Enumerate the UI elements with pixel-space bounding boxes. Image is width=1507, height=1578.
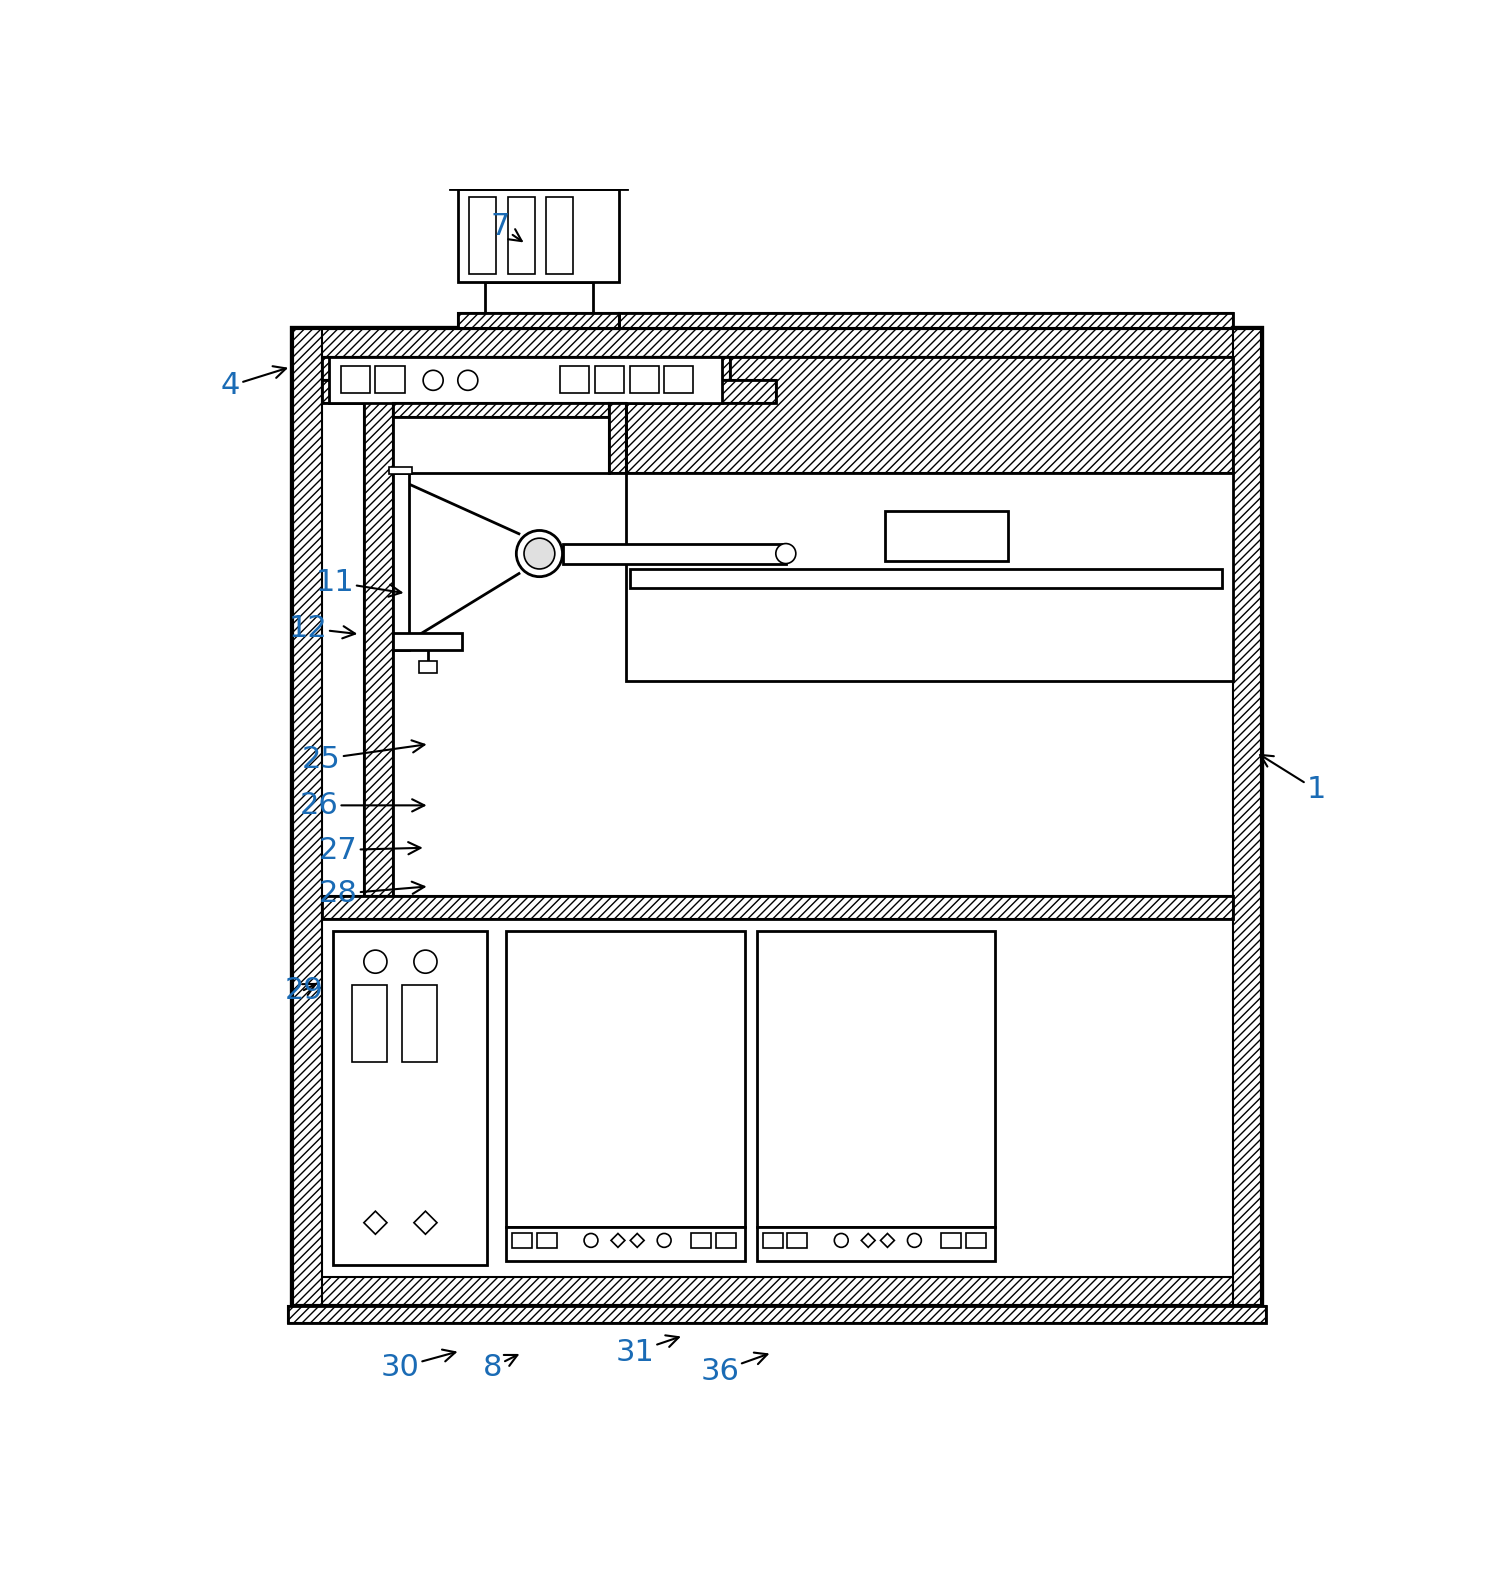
Bar: [288, 1307, 1266, 1322]
Circle shape: [414, 950, 437, 974]
Text: 27: 27: [319, 835, 420, 865]
Bar: [630, 570, 1222, 589]
Bar: [536, 1232, 558, 1248]
Bar: [506, 931, 744, 1226]
Circle shape: [657, 1234, 671, 1247]
Circle shape: [517, 530, 562, 576]
Circle shape: [585, 1234, 598, 1247]
Bar: [942, 1232, 961, 1248]
Bar: [763, 1232, 782, 1248]
Text: 1: 1: [1260, 754, 1326, 805]
Circle shape: [524, 538, 555, 570]
Bar: [393, 633, 463, 650]
Bar: [547, 197, 573, 275]
Bar: [353, 985, 387, 1062]
Bar: [292, 328, 1263, 357]
Bar: [329, 357, 722, 404]
Bar: [389, 467, 413, 475]
Bar: [625, 473, 1233, 680]
Bar: [716, 1232, 735, 1248]
Bar: [333, 931, 487, 1266]
Bar: [506, 1226, 744, 1261]
Bar: [885, 511, 1008, 562]
Bar: [393, 473, 408, 650]
Bar: [321, 380, 776, 404]
Bar: [966, 1232, 986, 1248]
Text: 11: 11: [315, 568, 401, 596]
Bar: [757, 931, 995, 1226]
Text: 29: 29: [285, 975, 322, 1005]
Bar: [321, 380, 776, 404]
Bar: [292, 328, 1263, 1307]
Bar: [321, 357, 729, 380]
Bar: [469, 197, 496, 275]
Bar: [619, 312, 1233, 328]
Text: 36: 36: [701, 1352, 767, 1385]
Circle shape: [363, 950, 387, 974]
Bar: [665, 366, 693, 393]
Bar: [288, 1307, 1266, 1322]
Text: 4: 4: [222, 366, 286, 401]
Bar: [1233, 328, 1263, 1307]
Bar: [451, 178, 627, 189]
Bar: [458, 312, 619, 328]
Bar: [321, 896, 1233, 920]
Bar: [508, 197, 535, 275]
Text: 30: 30: [381, 1349, 455, 1382]
Bar: [485, 282, 592, 312]
Bar: [512, 1232, 532, 1248]
Bar: [625, 357, 1233, 473]
Bar: [292, 328, 1263, 1307]
Bar: [363, 357, 393, 896]
Bar: [619, 312, 1233, 328]
Bar: [757, 1226, 995, 1261]
Bar: [630, 366, 659, 393]
Circle shape: [835, 1234, 848, 1247]
Bar: [375, 366, 405, 393]
Bar: [692, 1232, 711, 1248]
Circle shape: [776, 543, 796, 563]
Text: 26: 26: [300, 791, 425, 821]
Bar: [363, 357, 393, 896]
Bar: [562, 543, 785, 563]
Bar: [402, 985, 437, 1062]
Circle shape: [423, 371, 443, 390]
Bar: [787, 1232, 808, 1248]
Bar: [458, 189, 619, 282]
Bar: [561, 366, 589, 393]
Bar: [393, 404, 609, 417]
Bar: [321, 896, 1233, 920]
Bar: [321, 357, 1233, 1277]
Bar: [292, 1277, 1263, 1307]
Bar: [292, 328, 321, 1307]
Text: 25: 25: [301, 740, 425, 773]
Bar: [393, 404, 609, 417]
Bar: [625, 357, 1233, 473]
Bar: [393, 404, 609, 473]
Circle shape: [458, 371, 478, 390]
Text: 12: 12: [288, 614, 356, 642]
Text: 28: 28: [319, 879, 425, 909]
Bar: [609, 404, 625, 473]
Bar: [458, 312, 619, 328]
Bar: [341, 366, 371, 393]
Bar: [321, 357, 729, 380]
Text: 8: 8: [482, 1352, 517, 1382]
Bar: [609, 404, 625, 473]
Bar: [419, 661, 437, 672]
Bar: [595, 366, 624, 393]
Text: 7: 7: [490, 211, 521, 241]
Text: 31: 31: [615, 1335, 678, 1367]
Circle shape: [907, 1234, 921, 1247]
